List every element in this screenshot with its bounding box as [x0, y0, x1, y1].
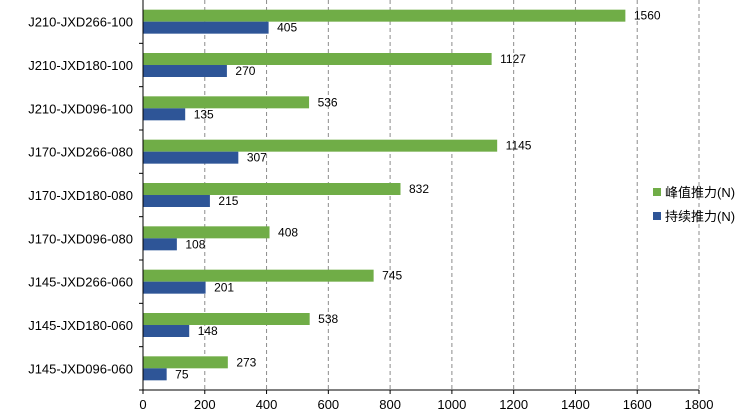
data-label: 108	[185, 237, 205, 251]
axes	[139, 0, 700, 394]
bar-peak-thrust	[143, 53, 492, 65]
category-label: J210-JXD180-100	[28, 58, 133, 73]
data-label: 270	[235, 64, 255, 78]
legend-label-peak-thrust: 峰值推力(N)	[665, 185, 735, 200]
x-tick-label: 1000	[437, 397, 466, 409]
bars	[143, 9, 626, 381]
data-label: 1560	[634, 9, 661, 23]
category-label: J170-JXD096-080	[28, 231, 133, 246]
legend: 峰值推力(N) 持续推力(N)	[653, 185, 735, 224]
x-tick-labels: 0 200 400 600 800 1000 1200 1400 1600 1800	[139, 397, 713, 409]
x-tick-label: 1800	[685, 397, 714, 409]
data-label: 1145	[506, 139, 532, 153]
x-tick-label: 600	[317, 397, 339, 409]
data-label: 75	[175, 367, 189, 381]
bar-peak-thrust	[143, 183, 401, 195]
category-label: J145-JXD266-060	[28, 275, 133, 290]
legend-swatch-peak-thrust	[653, 188, 661, 196]
bar-continuous-thrust	[143, 195, 210, 207]
category-label: J170-JXD266-080	[28, 145, 133, 160]
bar-peak-thrust	[143, 139, 498, 152]
bar-peak-thrust	[143, 269, 374, 282]
data-label: 832	[409, 182, 429, 196]
bar-peak-thrust	[143, 313, 310, 325]
data-label: 201	[214, 281, 234, 295]
data-labels: 1560 405 1127 270 536 135 1145 307 832 215 408 108 7…	[175, 9, 661, 382]
data-label: 1127	[500, 52, 526, 66]
x-tick-label: 1600	[623, 397, 652, 409]
bar-peak-thrust	[143, 96, 310, 109]
x-tick-label: 200	[194, 397, 216, 409]
x-tick-label: 1400	[561, 397, 590, 409]
bar-continuous-thrust	[143, 65, 227, 77]
category-label: J210-JXD266-100	[28, 15, 133, 30]
category-labels: J210-JXD266-100 J210-JXD180-100 J210-JXD09…	[28, 15, 133, 377]
data-label: 148	[198, 324, 218, 338]
bar-peak-thrust	[143, 9, 626, 22]
bar-continuous-thrust	[143, 325, 190, 337]
data-label: 273	[236, 355, 256, 369]
data-label: 745	[382, 269, 402, 283]
data-label: 135	[194, 107, 214, 121]
data-label: 408	[278, 225, 298, 239]
x-tick-label: 400	[256, 397, 278, 409]
bar-continuous-thrust	[143, 108, 186, 121]
bar-continuous-thrust	[143, 368, 167, 381]
x-tick-label: 1200	[499, 397, 528, 409]
x-tick-label: 800	[379, 397, 401, 409]
category-label: J145-JXD096-060	[28, 361, 133, 376]
data-label: 307	[247, 151, 267, 165]
data-label: 536	[318, 95, 338, 109]
bar-peak-thrust	[143, 356, 228, 369]
legend-label-continuous-thrust: 持续推力(N)	[665, 209, 735, 224]
bar-continuous-thrust	[143, 238, 177, 251]
bar-continuous-thrust	[143, 281, 206, 294]
category-label: J145-JXD180-060	[28, 318, 133, 333]
data-label: 215	[218, 194, 238, 208]
bar-peak-thrust	[143, 226, 270, 239]
x-tick-label: 0	[139, 397, 146, 409]
bar-continuous-thrust	[143, 21, 269, 34]
legend-swatch-continuous-thrust	[653, 212, 661, 220]
bar-continuous-thrust	[143, 151, 239, 164]
category-label: J210-JXD096-100	[28, 101, 133, 116]
data-label: 405	[277, 21, 297, 35]
category-label: J170-JXD180-080	[28, 188, 133, 203]
data-label: 538	[318, 312, 338, 326]
